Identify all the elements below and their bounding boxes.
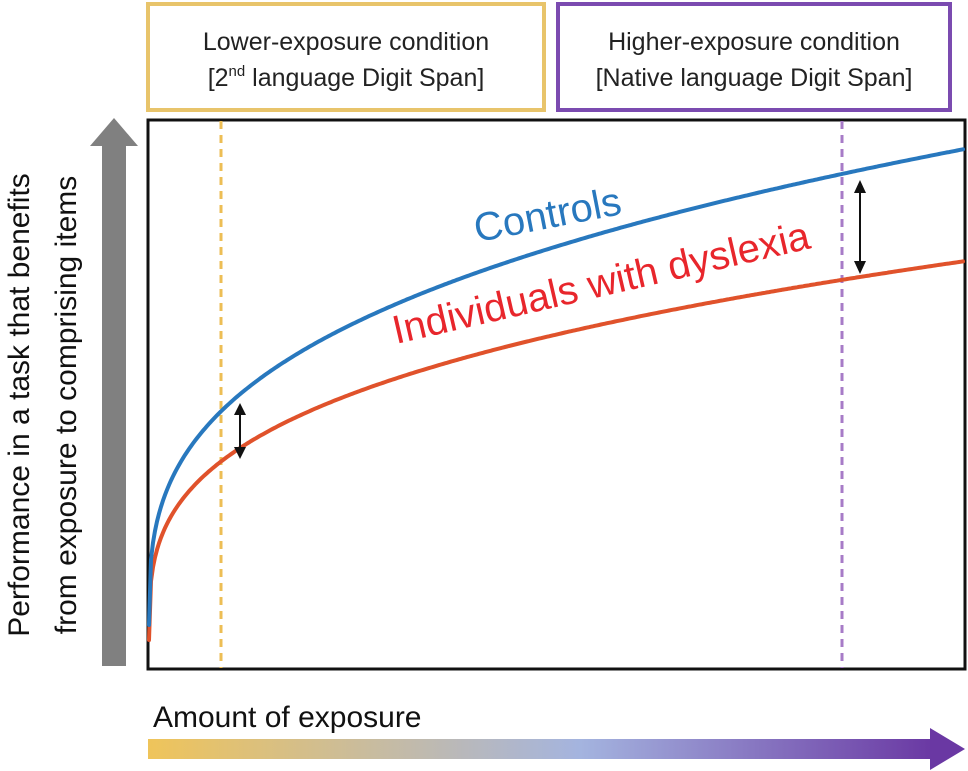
lower-condition-title: Lower-exposure condition xyxy=(203,28,489,56)
lower-condition-border xyxy=(146,2,546,112)
high-gap-arrow-head-up xyxy=(854,180,866,193)
lower-subtitle-part2: language Digit Span] xyxy=(245,64,484,92)
dyslexia-curve xyxy=(147,259,965,642)
double-headed-arrow-icon xyxy=(234,403,246,459)
x-axis-label: Amount of exposure xyxy=(153,701,422,734)
x-arrow-shaft xyxy=(148,739,934,759)
up-arrow-icon xyxy=(90,118,138,666)
higher-condition-title: Higher-exposure condition xyxy=(608,28,900,56)
higher-exposure-condition-box: Higher-exposure condition [Native langua… xyxy=(556,2,952,112)
controls-curve xyxy=(147,147,965,627)
double-headed-arrow-icon xyxy=(854,180,866,274)
y-axis-label-line2: from exposure to comprising items xyxy=(50,176,83,635)
higher-condition-border xyxy=(556,2,952,112)
lower-exposure-condition-box: Lower-exposure condition [2nd language D… xyxy=(146,2,546,112)
lower-subtitle-superscript: nd xyxy=(229,63,246,80)
x-arrow-head xyxy=(930,728,965,770)
y-arrow-shaft xyxy=(102,146,126,666)
low-gap-arrow-head-up xyxy=(234,403,246,415)
high-gap-arrow-head-down xyxy=(854,261,866,274)
lower-condition-subtitle: [2nd language Digit Span] xyxy=(208,63,485,92)
low-gap-arrow-head-down xyxy=(234,447,246,459)
y-arrow-head xyxy=(90,118,138,146)
y-axis-label-line1: Performance in a task that benefits xyxy=(3,173,36,637)
right-arrow-icon xyxy=(148,728,965,770)
higher-condition-subtitle: [Native language Digit Span] xyxy=(596,64,913,92)
plot-area xyxy=(146,118,967,671)
lower-subtitle-part1: [2 xyxy=(208,64,229,92)
